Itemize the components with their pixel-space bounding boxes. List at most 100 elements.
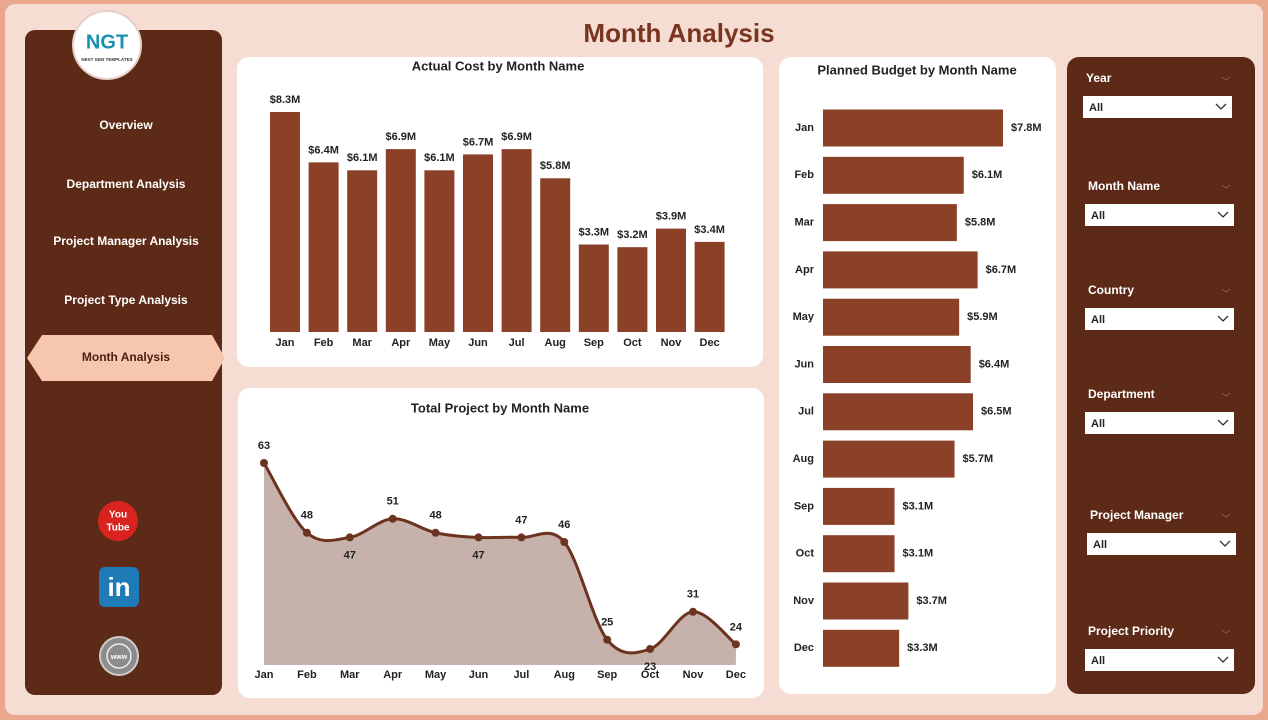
youtube-text: Tube [106,523,130,534]
data-label: $6.4M [979,358,1010,370]
nav-item[interactable]: Month Analysis [82,350,171,364]
data-label: $5.9M [967,311,998,323]
dropdown[interactable] [1085,308,1234,330]
filter-label: Month Name [1088,179,1160,193]
bar [823,629,900,667]
data-label: $6.4M [308,144,339,156]
point [731,640,740,649]
y-tick-label: May [793,311,815,323]
logo [72,10,142,80]
bar [823,582,909,620]
dropdown[interactable] [1083,96,1232,118]
area [264,463,736,665]
data-label: 23 [644,661,656,673]
nav-item[interactable]: Department Analysis [67,177,186,191]
x-tick-label: Apr [383,669,403,681]
dropdown[interactable] [1085,649,1234,671]
bar [347,170,378,332]
nav-item[interactable]: Overview [99,118,153,132]
data-label: 48 [429,510,441,522]
point [646,645,655,653]
x-tick-label: Apr [391,337,411,349]
point [260,459,268,467]
bar [656,228,686,332]
data-label: 47 [515,514,527,526]
y-tick-label: Mar [794,217,814,229]
bar [578,244,609,332]
point [603,635,612,644]
x-tick-label: Jun [469,669,489,681]
x-tick-label: Mar [352,337,372,349]
bar [823,109,1003,147]
point [345,533,354,542]
chart-title: Planned Budget by Month Name [817,62,1016,77]
point [689,607,697,616]
data-label: $3.1M [903,548,934,560]
web-icon[interactable] [99,636,139,676]
x-tick-label: Feb [297,669,317,681]
bar [385,149,416,332]
point [560,538,569,547]
bar [463,154,493,332]
dropdown-value: All [1089,102,1103,114]
y-tick-label: Feb [794,169,814,181]
data-label: $3.7M [916,595,947,607]
nav-item[interactable]: Project Manager Analysis [53,234,199,248]
data-label: $8.3M [270,94,301,106]
data-label: $6.5M [981,406,1012,418]
data-label: 63 [258,440,270,452]
x-tick-label: Mar [340,669,360,681]
data-label: 48 [301,510,313,522]
data-label: $3.4M [694,224,725,236]
data-label: $6.1M [424,152,455,164]
y-tick-label: Jun [794,358,814,370]
dropdown-value: All [1093,539,1107,551]
x-tick-label: Jun [468,337,488,349]
bar [308,162,339,332]
chart-title: Total Project by Month Name [411,400,589,415]
y-tick-label: Apr [795,264,815,276]
linkedin-icon[interactable] [99,567,139,607]
x-tick-label: Sep [597,669,617,681]
bar [540,178,571,332]
y-tick-label: Jan [795,122,814,134]
data-label: 51 [387,496,399,508]
y-tick-label: Sep [794,500,814,512]
x-tick-label: Jan [255,669,274,681]
dropdown[interactable] [1085,412,1234,434]
x-tick-label: May [429,337,451,349]
dropdown-arrow [1215,103,1227,110]
data-label: 31 [687,589,699,601]
data-label: $7.8M [1011,122,1042,134]
data-label: $5.7M [963,453,994,465]
bar [823,346,971,383]
point [302,528,311,537]
filter-label: Year [1086,71,1112,85]
data-label: $6.1M [347,152,378,164]
nav-item[interactable]: Project Type Analysis [64,293,188,307]
filter-label: Country [1088,283,1134,297]
filter-panel [1067,57,1255,694]
data-label: $3.9M [656,211,687,223]
data-label: 47 [344,549,356,561]
data-label: $5.8M [540,160,571,172]
dropdown[interactable] [1085,204,1234,226]
youtube-icon[interactable] [98,501,138,541]
logo-caption: NEXT GEN TEMPLATES [81,57,132,62]
dropdown[interactable] [1087,533,1236,555]
x-tick-label: Nov [683,669,705,681]
data-label: 47 [472,549,484,561]
chevron [1221,629,1231,634]
dropdown-arrow [1217,315,1229,322]
bar [617,247,648,332]
x-tick-label: Jan [276,337,295,349]
point [388,514,397,523]
bar [823,156,964,194]
x-tick-label: Jul [513,669,529,681]
data-label: $3.2M [617,229,648,241]
dropdown-arrow [1217,656,1229,663]
filter-label: Department [1088,387,1155,401]
bar [823,535,895,573]
web-text: www [110,654,128,661]
dropdown-value: All [1091,655,1105,667]
